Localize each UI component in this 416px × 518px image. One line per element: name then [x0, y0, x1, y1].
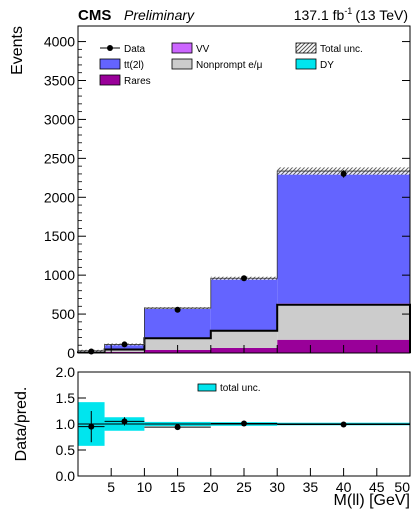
experiment-label: CMS: [78, 7, 111, 24]
ratio-point-0: [88, 423, 95, 430]
data-point-0: [88, 348, 95, 355]
ratio-y-axis: 0.0 0.5 1.0 1.5 2.0: [56, 364, 86, 484]
lumi-value: 137.1 fb: [294, 7, 345, 23]
legend-label-tt-2l-: tt(2l): [124, 60, 144, 71]
stack-bar-nonprompt-e--bin-1: [104, 349, 145, 352]
data-point-1: [121, 341, 128, 348]
main-y-axis: 0 500 1000 1500 2000 2500 3000 3500 4000: [44, 34, 410, 361]
ratio-y-tick-label-2: 1.0: [56, 416, 76, 432]
ratio-y-tick-label-0: 0.0: [56, 468, 76, 484]
main-y-tick-label-1: 500: [52, 306, 76, 322]
main-y-tick-label-6: 3000: [44, 111, 75, 127]
ratio-x-tick-label-9: 50: [394, 479, 410, 495]
ratio-point-4: [340, 421, 347, 428]
data-point-4: [340, 170, 347, 177]
stack-bar-nonprompt-e--bin-3: [210, 330, 278, 348]
legend-swatch-dy: [295, 58, 317, 70]
ratio-x-axis: 5 10 15 20 25 30 35 40 45 50: [107, 468, 411, 495]
stack-bar-tt-2l--bin-4: [277, 171, 410, 304]
ratio-x-tick-label-1: 10: [137, 479, 153, 495]
nonprompt-outline: [77, 303, 411, 354]
main-y-tick-label-0: 0: [67, 345, 75, 361]
stack-bar-tt-2l--bin-3: [210, 278, 278, 331]
ratio-x-tick-label-6: 35: [303, 479, 319, 495]
legend-swatch-vv: [171, 42, 193, 54]
lumi-exponent: -1: [344, 6, 352, 16]
legend-label-dy: DY: [320, 60, 334, 71]
legend-label-total-unc-: Total unc.: [320, 44, 363, 55]
main-y-tick-label-2: 1000: [44, 267, 75, 283]
legend-swatch-nonprompt-e-: [171, 58, 193, 70]
main-y-tick-label-8: 4000: [44, 34, 75, 50]
ratio-x-tick-label-7: 40: [336, 479, 352, 495]
ratio-x-tick-label-2: 15: [170, 479, 186, 495]
ratio-point-2: [174, 424, 181, 431]
stacked-histogram: [77, 171, 411, 354]
ratio-legend-swatch: [197, 383, 217, 392]
ratio-point-3: [241, 420, 247, 427]
ratio-x-tick-label-8: 45: [369, 479, 385, 495]
ratio-x-tick-label-5: 30: [269, 479, 285, 495]
ratio-points: [78, 411, 410, 443]
ratio-x-tick-label-4: 25: [236, 479, 252, 495]
ratio-x-tick-label-3: 20: [203, 479, 219, 495]
ratio-x-axis-title: M(ll) [GeV]: [334, 492, 410, 509]
ratio-y-tick-label-3: 1.5: [56, 390, 76, 406]
main-y-tick-label-7: 3500: [44, 73, 75, 89]
legend-swatch-rares: [99, 74, 121, 86]
legend-label-vv: VV: [196, 44, 210, 55]
lumi-label: 137.1 fb-1 (13 TeV): [294, 6, 408, 23]
ratio-panel: 0.0 0.5 1.0 1.5 2.0 5 10 15 20 25 30 35 40 45 50 Data…: [13, 364, 411, 509]
legend-label-nonprompt-e-: Nonprompt e/μ: [196, 60, 263, 71]
stack-bar-nonprompt-e--bin-2: [144, 338, 211, 350]
data-point-3: [241, 275, 247, 282]
main-y-tick-label-5: 2500: [44, 150, 75, 166]
ratio-y-axis-title: Data/pred.: [13, 387, 30, 462]
ratio-y-tick-label-1: 0.5: [56, 442, 76, 458]
legend: Data VV Total unc. tt(2l) Nonprompt e/μ DY Rar…: [99, 42, 363, 87]
legend-swatch-total-unc-: [295, 42, 317, 54]
ratio-point-1: [121, 418, 128, 425]
ratio-legend: total unc.: [197, 383, 261, 394]
main-x-ticks: [110, 345, 411, 353]
legend-swatch-tt-2l-: [99, 58, 121, 70]
main-y-axis-title: Events: [9, 26, 26, 75]
ratio-y-tick-label-4: 2.0: [56, 364, 76, 380]
data-point-2: [174, 306, 181, 313]
lumi-energy: (13 TeV): [355, 7, 408, 23]
stack-bar-nonprompt-e--bin-4: [277, 304, 410, 340]
ratio-legend-label: total unc.: [220, 383, 261, 394]
main-y-tick-label-3: 1500: [44, 228, 75, 244]
ratio-x-tick-label-0: 5: [107, 479, 115, 495]
stack-bar-tt-2l--bin-2: [144, 308, 211, 338]
legend-label-data: Data: [124, 44, 146, 55]
stack-bar-rares-bin-1: [104, 351, 145, 353]
status-label: Preliminary: [124, 7, 195, 23]
legend-label-rares: Rares: [124, 76, 151, 87]
main-y-tick-label-4: 2000: [44, 189, 75, 205]
legend-marker-data: [107, 45, 113, 51]
